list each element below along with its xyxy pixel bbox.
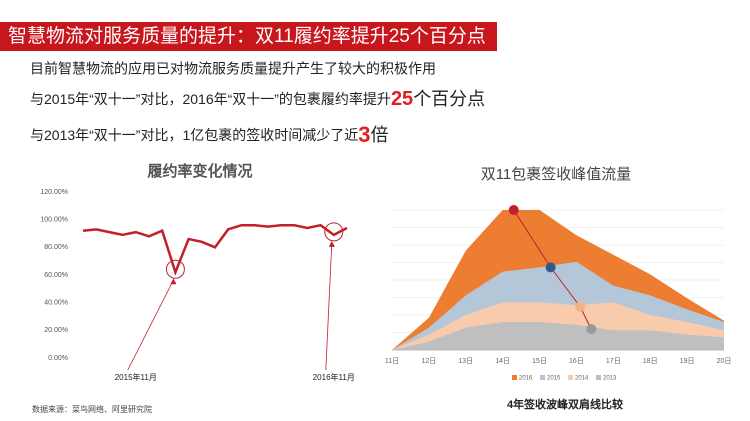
y-tick-label: 20.00% [44, 327, 68, 334]
y-tick-label: 40.00% [44, 300, 68, 307]
y-tick-label: 120.00% [40, 189, 68, 196]
point-highlight: 3 [358, 122, 370, 147]
point: 与2015年“双十一”对比，2016年“双十一”的包裹履约率提升25个百分点 [30, 88, 485, 110]
point-highlight: 25 [391, 88, 413, 110]
arrow-line [325, 242, 333, 371]
x-tick-label: 18日 [643, 357, 658, 365]
peak-dot [586, 324, 597, 334]
x-tick-label: 12日 [421, 357, 436, 365]
y-tick-label: 100.00% [40, 217, 68, 224]
arrow-head [328, 240, 335, 247]
x-tick-label: 13日 [458, 357, 473, 365]
y-tick-label: 60.00% [44, 272, 68, 279]
x-tick-label: 11日 [385, 357, 399, 365]
point-suffix: 个百分点 [413, 89, 485, 109]
x-tick-label: 16日 [569, 357, 584, 365]
header-title: 智慧物流对服务质量的提升：双11履约率提升25个百分点 [8, 25, 486, 47]
arrow-line [127, 280, 174, 371]
line [82, 223, 348, 276]
legend-swatch [540, 375, 545, 380]
source: 数据来源：菜鸟网络、阿里研究院 [32, 404, 152, 414]
point-text: 与2013年“双十一”对比，1亿包裹的签收时间减少了近 [30, 127, 358, 143]
x-tick-label: 15日 [532, 357, 547, 365]
highlight-circle [165, 259, 185, 279]
legend-label: 2013 [603, 376, 617, 382]
chart-title: 双11包裹签收峰值流量 [481, 166, 632, 183]
x-tick-label: 17日 [606, 357, 621, 365]
legend-label: 2016 [519, 376, 533, 382]
x-tick-label: 14日 [495, 357, 510, 365]
x-tick-label: 2015年11月 [115, 372, 157, 382]
legend-label: 2014 [575, 376, 589, 382]
y-tick-label: 0.00% [48, 355, 68, 362]
peak-dot [545, 262, 556, 273]
point-suffix: 倍 [371, 125, 389, 145]
chart-title: 履约率变化情况 [146, 162, 252, 180]
legend-swatch [596, 375, 601, 380]
peak-dot [508, 205, 519, 215]
header-bar [0, 22, 497, 51]
caption: 4年签收波峰双肩线比较 [507, 397, 623, 411]
peak-line [513, 209, 592, 330]
legend-label: 2015 [547, 376, 561, 382]
point: 与2013年“双十一”对比，1亿包裹的签收时间减少了近3倍 [30, 122, 389, 147]
x-tick-label: 20日 [717, 357, 732, 365]
x-tick-label: 19日 [680, 357, 695, 365]
highlight-circle [324, 222, 344, 242]
legend-swatch [568, 375, 573, 380]
x-tick-label: 2016年11月 [313, 372, 355, 382]
y-tick-label: 80.00% [44, 244, 68, 251]
legend-swatch [512, 375, 517, 380]
point: 目前智慧物流的应用已对物流服务质量提升产生了较大的积极作用 [30, 61, 436, 77]
peak-dot [575, 301, 586, 312]
area [392, 322, 724, 350]
point-text: 与2015年“双十一”对比，2016年“双十一”的包裹履约率提升 [30, 91, 391, 107]
arrow-head [170, 278, 177, 285]
